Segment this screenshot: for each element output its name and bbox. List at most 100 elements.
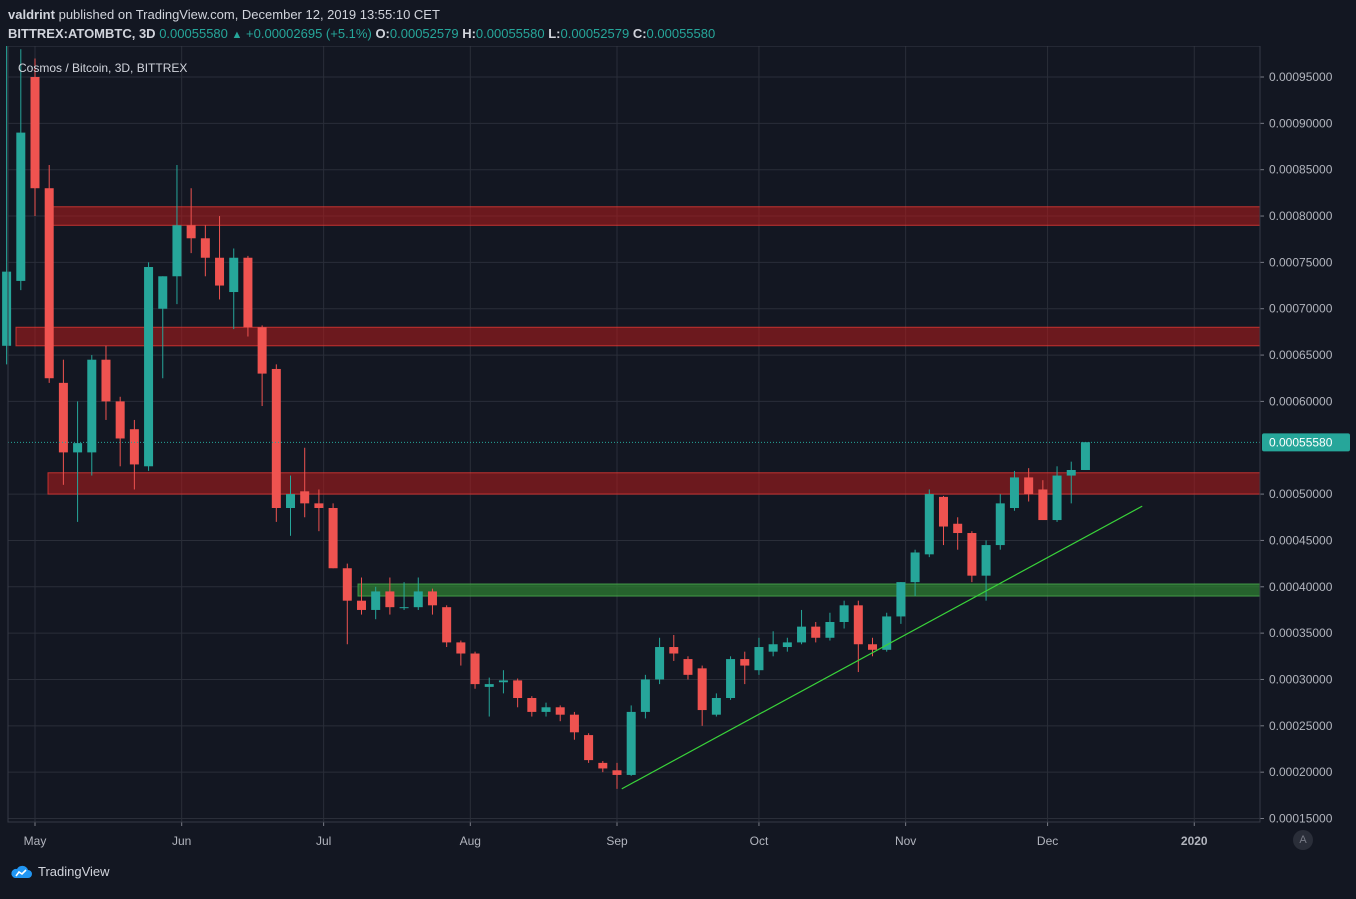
price-tick-label: 0.00085000 <box>1269 163 1333 177</box>
low-value: 0.00052579 <box>560 26 630 41</box>
symbol-info: BITTREX:ATOMBTC, 3D 0.00055580 ▲ +0.0000… <box>8 26 715 41</box>
candle-body <box>853 605 863 645</box>
publish-info: valdrint published on TradingView.com, D… <box>8 7 440 22</box>
price-tick-label: 0.00050000 <box>1269 487 1333 501</box>
candle-body <box>711 698 721 715</box>
tradingview-logo[interactable]: TradingView <box>10 864 110 879</box>
candle-body <box>257 327 267 374</box>
candle-body <box>229 257 239 293</box>
time-tick-label: Oct <box>750 834 769 848</box>
candle-body <box>768 644 778 652</box>
price-tick-label: 0.00035000 <box>1269 626 1333 640</box>
candle-body <box>1080 442 1090 470</box>
candle-body <box>328 507 338 569</box>
candle-body <box>1038 489 1048 521</box>
price-tick-label: 0.00095000 <box>1269 70 1333 84</box>
price-tick-label: 0.00030000 <box>1269 672 1333 686</box>
high-label: H: <box>462 26 476 41</box>
price-tick-label: 0.00015000 <box>1269 812 1333 826</box>
close-value: 0.00055580 <box>646 26 716 41</box>
candle-body <box>413 591 423 608</box>
price-tick-label: 0.00090000 <box>1269 116 1333 130</box>
candle-body <box>58 382 68 453</box>
up-triangle-icon: ▲ <box>231 29 243 41</box>
candle-body <box>740 659 750 666</box>
candle-body <box>555 707 565 715</box>
candle-body <box>1009 477 1019 508</box>
candle-body <box>484 684 494 687</box>
candle-body <box>598 762 608 769</box>
candle-body <box>669 647 679 654</box>
candle-body <box>1024 477 1034 495</box>
time-tick-label: 2020 <box>1181 834 1208 848</box>
chart-footer <box>0 852 1356 894</box>
chart-header: valdrint published on TradingView.com, D… <box>0 0 1356 46</box>
candle-body <box>541 707 551 712</box>
candle-body <box>896 582 906 617</box>
price-tick-label: 0.00065000 <box>1269 348 1333 362</box>
candle-body <box>129 429 139 465</box>
candle-body <box>825 622 835 638</box>
time-tick-label: Jun <box>172 834 191 848</box>
candle-body <box>158 276 168 309</box>
time-tick-label: Jul <box>316 834 331 848</box>
candle-body <box>910 552 920 583</box>
price-tick-label: 0.00075000 <box>1269 255 1333 269</box>
candle-body <box>527 698 537 712</box>
resistance-zone <box>47 206 1261 226</box>
candle-body <box>115 401 125 439</box>
last-price: 0.00055580 <box>159 26 228 41</box>
resistance-zone <box>15 326 1261 347</box>
candle-body <box>456 642 466 654</box>
cloud-icon <box>11 865 32 878</box>
candle-body <box>569 714 579 733</box>
candle-body <box>782 642 792 648</box>
symbol-label: BITTREX:ATOMBTC, 3D <box>8 26 156 41</box>
resistance-zone <box>47 472 1261 495</box>
candle-body <box>172 225 182 277</box>
high-value: 0.00055580 <box>475 26 545 41</box>
time-tick-label: Aug <box>460 834 481 848</box>
candle-body <box>612 770 622 775</box>
published-text: published on TradingView.com, December 1… <box>58 7 440 22</box>
candle-body <box>938 496 948 527</box>
plot-background <box>8 46 1260 822</box>
price-tick-label: 0.00040000 <box>1269 580 1333 594</box>
price-tick-label: 0.00070000 <box>1269 302 1333 316</box>
candle-body <box>2 271 12 346</box>
candle-body <box>981 545 991 576</box>
candle-body <box>683 659 693 675</box>
candle-body <box>1066 469 1076 476</box>
low-label: L: <box>548 26 561 41</box>
candle-body <box>924 494 934 555</box>
candle-body <box>442 607 452 643</box>
time-tick-label: May <box>24 834 47 848</box>
candle-body <box>427 591 437 606</box>
candle-body <box>385 591 395 608</box>
candle-body <box>356 600 366 610</box>
candle-body <box>200 238 210 258</box>
candle-body <box>640 679 650 712</box>
candle-body <box>470 653 480 685</box>
candle-body <box>626 711 636 775</box>
close-label: C: <box>632 26 647 41</box>
auto-scale-button[interactable]: A <box>1293 830 1313 850</box>
candle-body <box>513 680 523 699</box>
time-tick-label: Sep <box>606 834 628 848</box>
time-axis-bg <box>8 822 1260 852</box>
trendline <box>621 505 1143 790</box>
candle-body <box>882 616 892 650</box>
candle-body <box>286 494 296 508</box>
price-tick-label: 0.00025000 <box>1269 719 1333 733</box>
candle-body <box>995 503 1005 546</box>
candle-body <box>1052 475 1062 521</box>
chart-title: Cosmos / Bitcoin, 3D, BITTREX <box>18 61 188 75</box>
candle-body <box>30 77 40 189</box>
publisher-name[interactable]: valdrint <box>8 7 55 22</box>
tradingview-logo-text: TradingView <box>38 864 110 879</box>
candle-body <box>215 257 225 286</box>
open-label: O: <box>375 26 390 41</box>
candle-body <box>243 257 253 328</box>
